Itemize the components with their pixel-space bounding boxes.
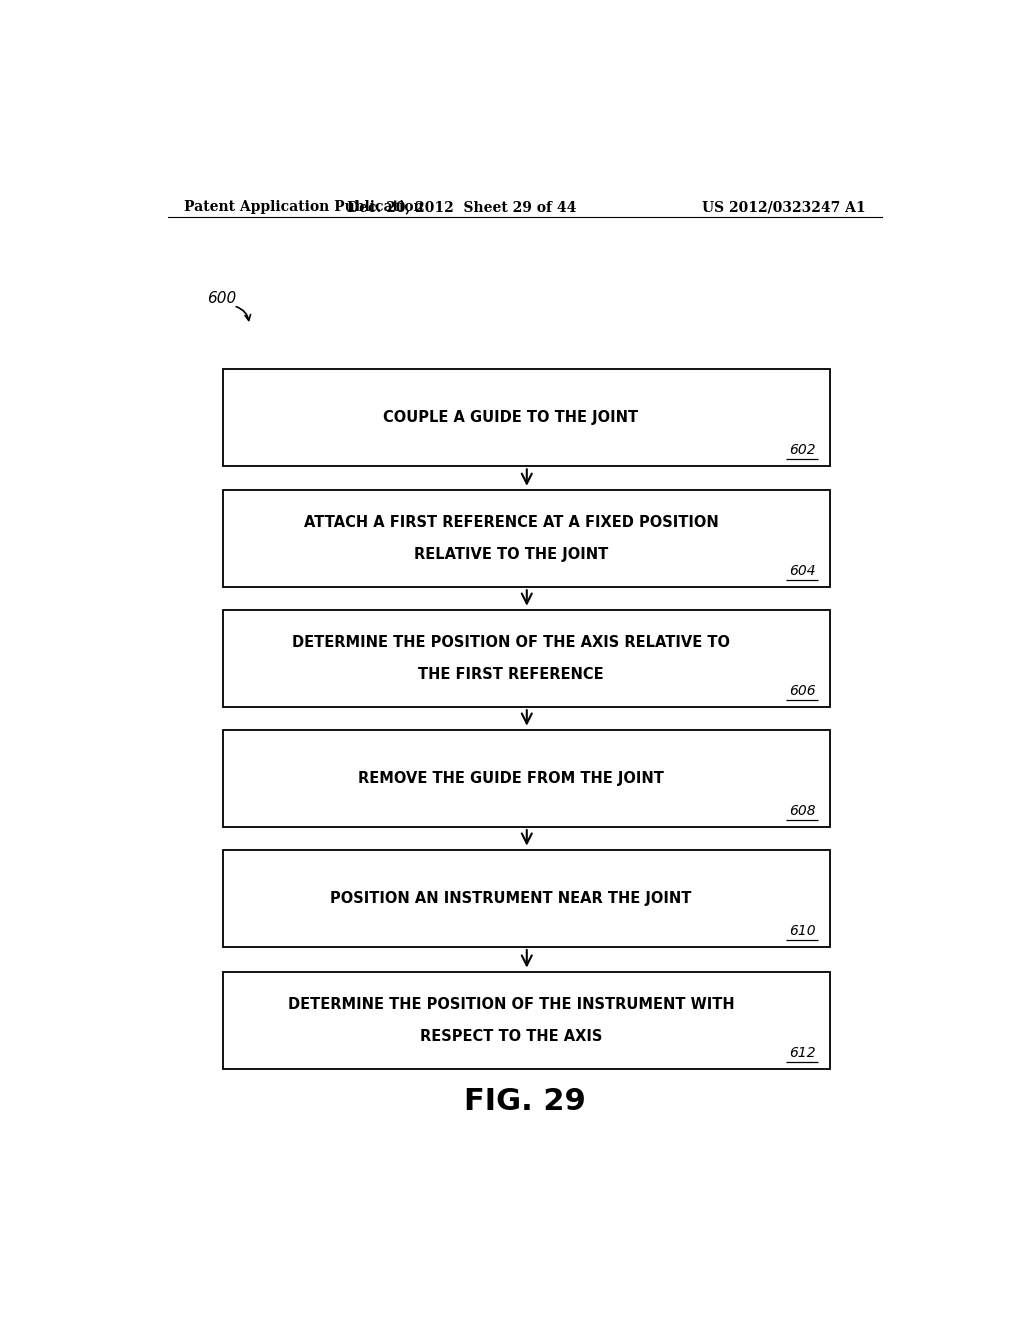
Text: RELATIVE TO THE JOINT: RELATIVE TO THE JOINT — [414, 548, 608, 562]
Text: POSITION AN INSTRUMENT NEAR THE JOINT: POSITION AN INSTRUMENT NEAR THE JOINT — [330, 891, 691, 906]
Bar — [223, 730, 830, 828]
Bar — [223, 368, 830, 466]
Text: 602: 602 — [790, 444, 816, 457]
Text: 606: 606 — [790, 684, 816, 698]
Bar — [223, 850, 830, 948]
Text: US 2012/0323247 A1: US 2012/0323247 A1 — [702, 201, 866, 214]
Text: DETERMINE THE POSITION OF THE INSTRUMENT WITH: DETERMINE THE POSITION OF THE INSTRUMENT… — [288, 997, 734, 1011]
Text: DETERMINE THE POSITION OF THE AXIS RELATIVE TO: DETERMINE THE POSITION OF THE AXIS RELAT… — [292, 635, 730, 649]
Bar — [223, 972, 830, 1069]
Text: Patent Application Publication: Patent Application Publication — [183, 201, 423, 214]
Text: REMOVE THE GUIDE FROM THE JOINT: REMOVE THE GUIDE FROM THE JOINT — [358, 771, 664, 785]
Text: FIG. 29: FIG. 29 — [464, 1088, 586, 1117]
Text: 612: 612 — [790, 1045, 816, 1060]
Text: Dec. 20, 2012  Sheet 29 of 44: Dec. 20, 2012 Sheet 29 of 44 — [347, 201, 575, 214]
Text: THE FIRST REFERENCE: THE FIRST REFERENCE — [418, 667, 604, 682]
Text: 608: 608 — [790, 804, 816, 818]
Text: COUPLE A GUIDE TO THE JOINT: COUPLE A GUIDE TO THE JOINT — [383, 411, 639, 425]
Text: 600: 600 — [207, 292, 237, 306]
Text: RESPECT TO THE AXIS: RESPECT TO THE AXIS — [420, 1030, 602, 1044]
Text: 610: 610 — [790, 924, 816, 939]
Text: 604: 604 — [790, 564, 816, 578]
Bar — [223, 610, 830, 708]
Bar — [223, 490, 830, 587]
Text: ATTACH A FIRST REFERENCE AT A FIXED POSITION: ATTACH A FIRST REFERENCE AT A FIXED POSI… — [303, 515, 718, 529]
